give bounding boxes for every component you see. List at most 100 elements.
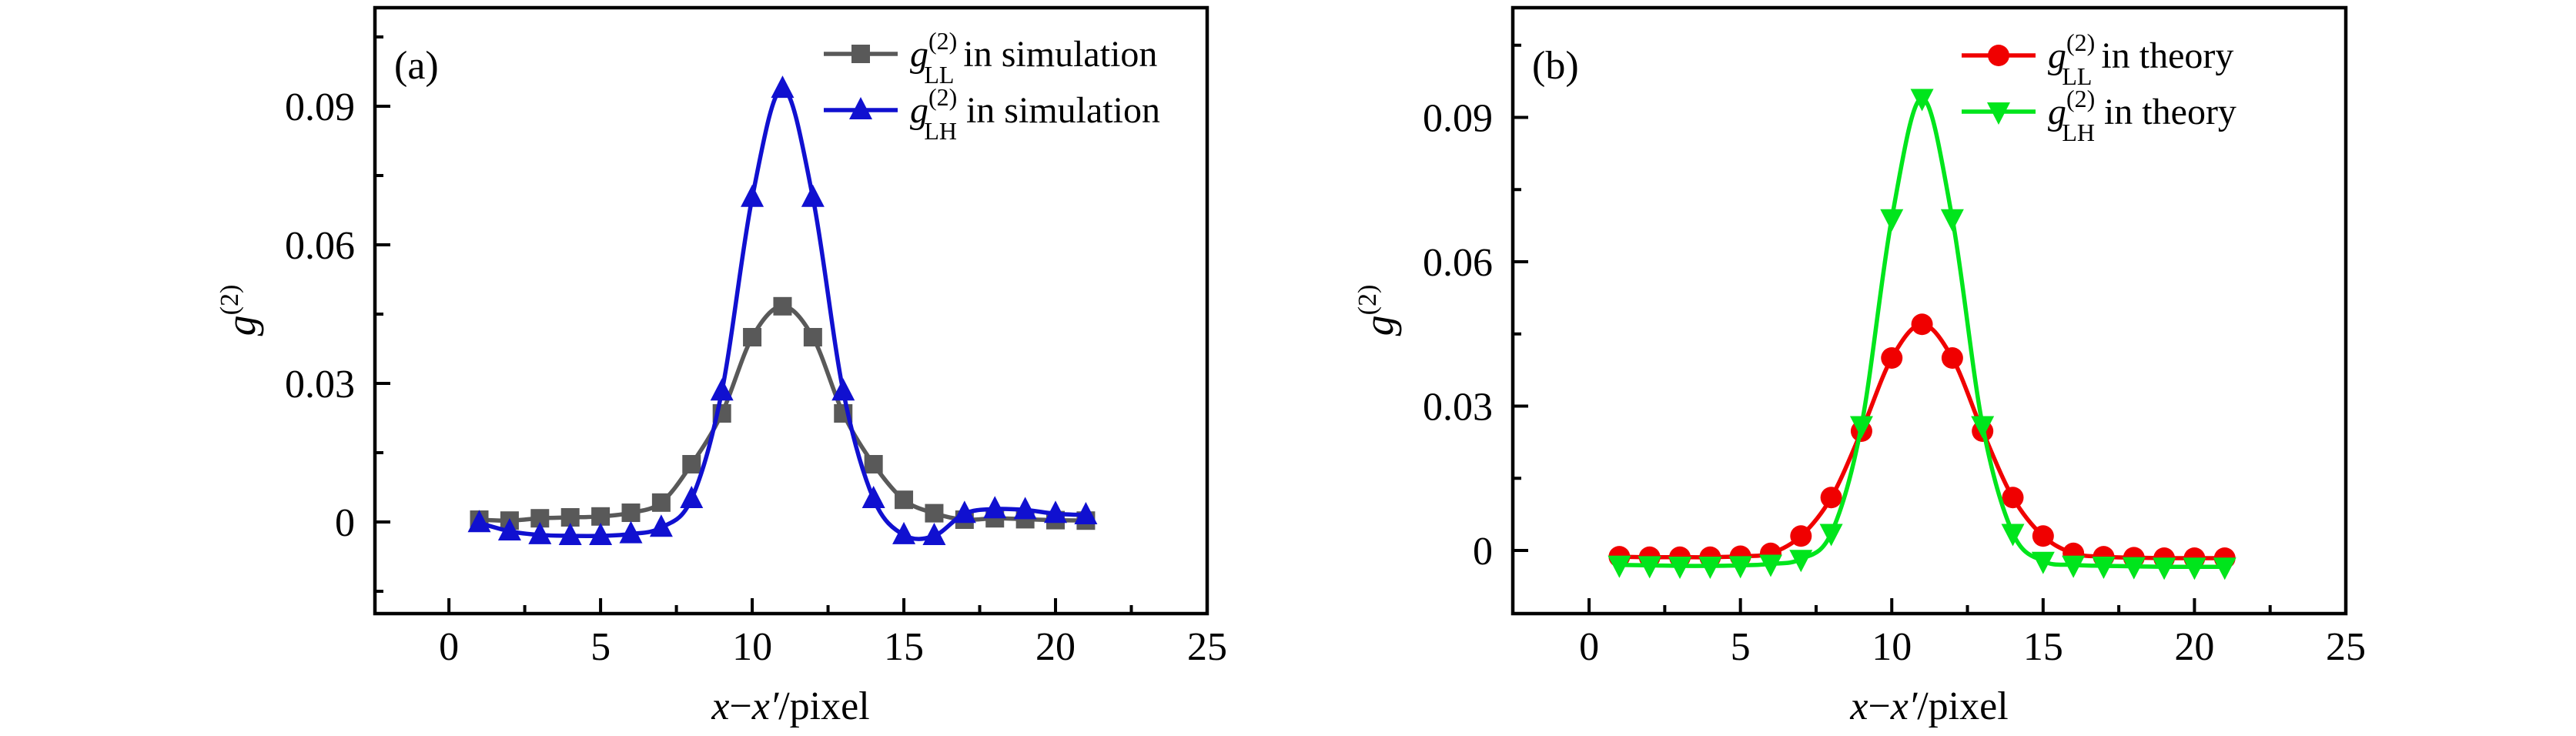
legend-entry-text: in theory bbox=[2095, 92, 2236, 132]
triangle-up-marker bbox=[467, 510, 491, 533]
triangle-down-marker bbox=[1819, 524, 1843, 547]
math-symbol: g bbox=[1356, 315, 1402, 336]
triangle-down-marker bbox=[1987, 102, 2010, 125]
triangle-down-marker bbox=[1607, 555, 1631, 578]
circle-marker bbox=[2002, 487, 2024, 509]
triangle-down-marker bbox=[2092, 557, 2116, 579]
x-tick-label: 25 bbox=[1187, 625, 1227, 669]
x-axis-label: x−x′/pixel bbox=[1849, 684, 2008, 728]
x-tick-label: 20 bbox=[1035, 625, 1076, 669]
plot-box bbox=[373, 5, 1209, 616]
y-axis-label: g(2) bbox=[216, 285, 264, 336]
math-symbol: g bbox=[2048, 35, 2066, 76]
series-1 bbox=[1607, 89, 2236, 580]
triangle-up-marker bbox=[649, 514, 673, 537]
triangle-up-marker bbox=[849, 97, 872, 119]
legend-entry: g(2) LL in theory bbox=[1962, 28, 2233, 90]
x-tick-label: 15 bbox=[2023, 625, 2063, 669]
y-tick-label: 0.03 bbox=[285, 363, 355, 406]
triangle-up-marker bbox=[680, 486, 704, 509]
panel-tag: (a) bbox=[394, 44, 439, 88]
math-symbol: g bbox=[218, 315, 264, 336]
x-axis-label: x−x′/pixel bbox=[711, 684, 869, 728]
triangle-up-marker bbox=[861, 486, 885, 509]
y-tick-label: 0.06 bbox=[285, 224, 355, 268]
triangle-down-marker bbox=[1789, 550, 1813, 573]
triangle-down-marker bbox=[1849, 416, 1873, 439]
square-marker bbox=[925, 503, 944, 523]
triangle-up-marker bbox=[831, 378, 855, 401]
triangle-down-marker bbox=[1910, 89, 1934, 112]
triangle-up-marker bbox=[801, 184, 825, 207]
series-line bbox=[477, 304, 1089, 524]
triangle-down-marker bbox=[1880, 209, 1904, 232]
panel-a: 0 5 10 15 20 2500.030.060.09(a)g(2)x−x′/pixel… bbox=[216, 5, 1227, 728]
triangle-down-marker bbox=[2001, 524, 2025, 547]
legend-label: g(2) LH in simulation bbox=[910, 83, 1160, 145]
triangle-up-marker bbox=[1044, 500, 1068, 524]
y-axis-label: g(2) bbox=[1353, 285, 1402, 336]
y-axis-label-group: g(2) bbox=[216, 285, 264, 336]
square-marker bbox=[743, 328, 762, 347]
y-tick-label: 0.06 bbox=[1423, 241, 1493, 285]
y-tick-label: 0 bbox=[335, 501, 355, 545]
superscript: (2) bbox=[2066, 85, 2095, 112]
legend-entry-text: in simulation bbox=[954, 34, 1157, 75]
triangle-down-marker bbox=[2183, 557, 2206, 580]
circle-marker bbox=[1881, 347, 1903, 369]
subscript: LH bbox=[924, 117, 957, 145]
triangle-up-marker bbox=[983, 496, 1007, 519]
y-tick-label: 0.09 bbox=[285, 85, 355, 129]
x-tick-label: 10 bbox=[732, 625, 772, 669]
square-marker bbox=[773, 296, 792, 316]
legend-entry-text: in theory bbox=[2092, 35, 2233, 76]
triangle-up-marker bbox=[892, 521, 916, 544]
legend-label: g(2) LL in simulation bbox=[910, 27, 1157, 89]
plot-box bbox=[1510, 5, 2348, 616]
math-symbol: x′ bbox=[1890, 684, 1919, 728]
series-line bbox=[1617, 322, 2227, 560]
triangle-up-marker bbox=[741, 184, 764, 207]
square-marker bbox=[864, 455, 883, 474]
triangle-down-marker bbox=[2031, 551, 2055, 574]
subscript: LL bbox=[2062, 62, 2092, 90]
triangle-down-marker bbox=[2153, 557, 2176, 580]
x-tick-label: 5 bbox=[590, 625, 611, 669]
triangle-up-marker bbox=[952, 500, 976, 524]
circle-marker bbox=[1790, 525, 1812, 547]
triangle-up-marker bbox=[528, 521, 552, 544]
triangle-down-marker bbox=[1758, 554, 1782, 577]
math-symbol: x′ bbox=[751, 684, 780, 728]
triangle-up-marker bbox=[619, 520, 643, 544]
legend-entry: g(2) LL in simulation bbox=[824, 27, 1157, 89]
x-tick-label: 5 bbox=[1731, 625, 1751, 669]
circle-marker bbox=[1988, 45, 2009, 66]
triangle-down-marker bbox=[2062, 555, 2086, 578]
superscript: (2) bbox=[928, 27, 957, 55]
square-marker bbox=[803, 328, 822, 347]
math-symbol: x bbox=[711, 684, 729, 728]
triangle-up-marker bbox=[1074, 502, 1098, 525]
square-marker bbox=[651, 493, 671, 512]
math-symbol: g bbox=[910, 90, 928, 131]
triangle-down-marker bbox=[1698, 557, 1722, 579]
unit-text: /pixel bbox=[1917, 684, 2008, 728]
triangle-down-marker bbox=[1638, 556, 1661, 579]
y-tick-label: 0.09 bbox=[1423, 97, 1493, 141]
circle-marker bbox=[1941, 347, 1963, 369]
series-0 bbox=[1608, 313, 2236, 569]
triangle-up-marker bbox=[1013, 497, 1037, 520]
legend-entry: g(2) LH in simulation bbox=[824, 83, 1160, 145]
series-0 bbox=[470, 296, 1096, 530]
legend-label: g(2) LL in theory bbox=[2048, 28, 2233, 90]
superscript: (2) bbox=[1353, 285, 1382, 316]
subscript: LH bbox=[2062, 119, 2095, 146]
x-tick-label: 25 bbox=[2326, 625, 2366, 669]
triangle-down-marker bbox=[1668, 557, 1692, 579]
circle-marker bbox=[2032, 525, 2054, 547]
unit-text: − bbox=[1868, 684, 1890, 728]
y-tick-label: 0 bbox=[1473, 530, 1493, 574]
triangle-up-marker bbox=[710, 378, 734, 401]
square-marker bbox=[851, 45, 870, 63]
